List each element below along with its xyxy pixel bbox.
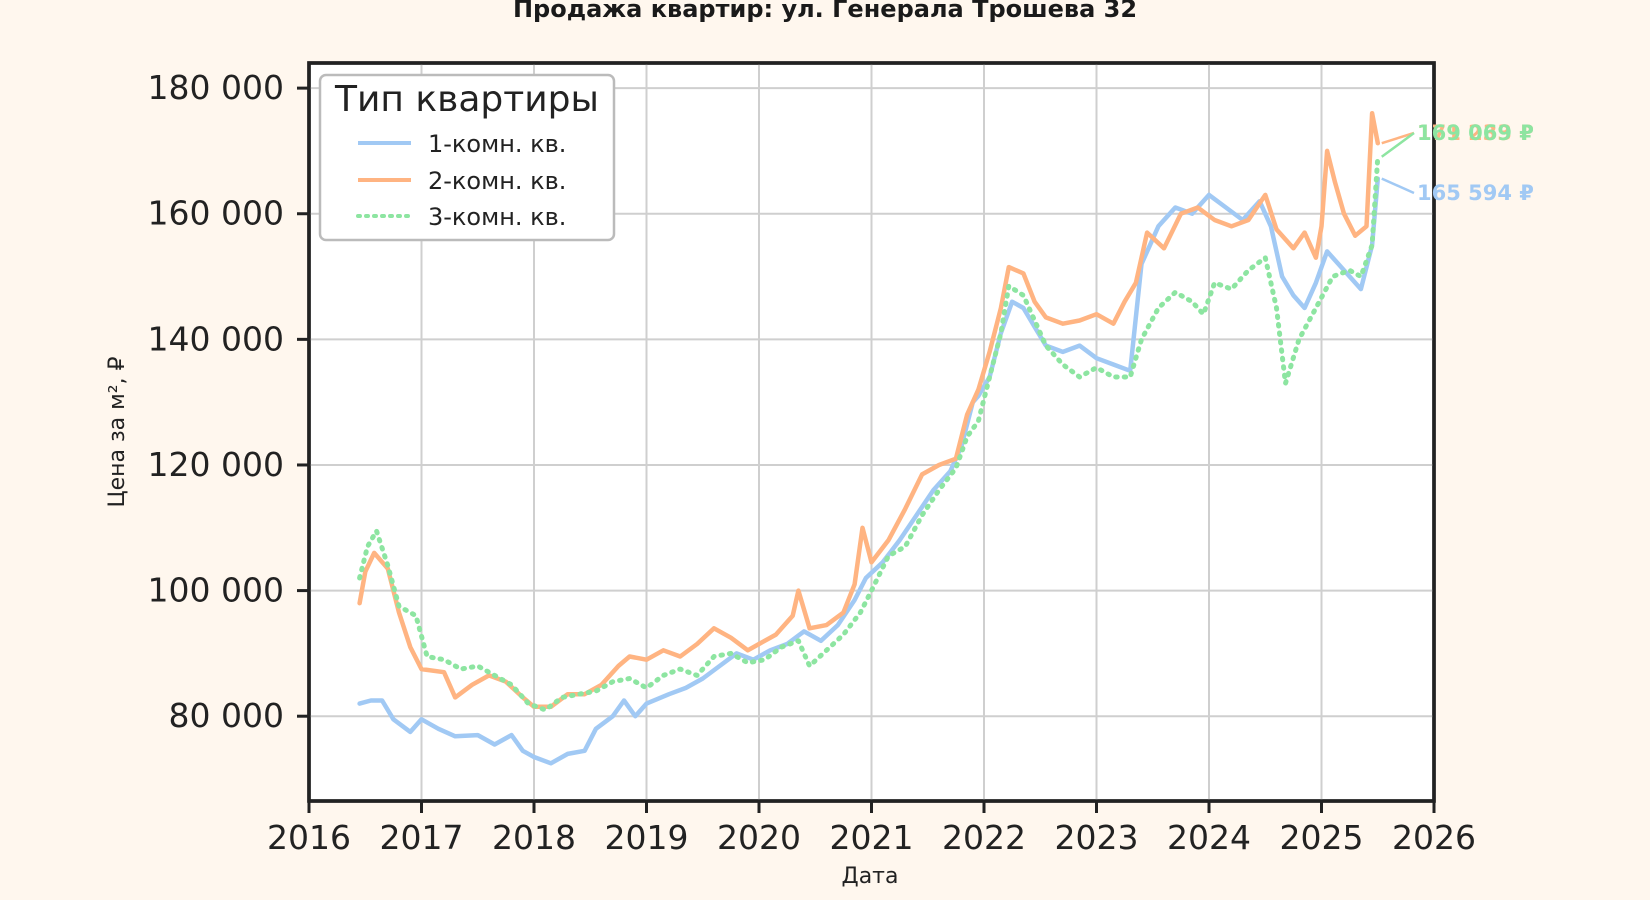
legend-entry-2: 2-комн. кв. <box>428 167 566 195</box>
end-value-label: 169 069 ₽ <box>1417 121 1534 145</box>
x-tick-label: 2019 <box>605 818 689 857</box>
x-tick-label: 2016 <box>267 818 351 857</box>
x-tick-label: 2023 <box>1055 818 1139 857</box>
x-tick-label: 2018 <box>492 818 576 857</box>
y-tick-label: 80 000 <box>169 696 284 735</box>
x-tick-label: 2017 <box>380 818 464 857</box>
end-label-arrow <box>1381 177 1415 195</box>
legend-entry-3: 3-комн. кв. <box>428 203 566 231</box>
y-tick-label: 180 000 <box>148 68 284 107</box>
y-tick-label: 120 000 <box>148 445 284 484</box>
x-tick-label: 2021 <box>830 818 914 857</box>
x-tick-label: 2024 <box>1167 818 1251 857</box>
y-axis-label: Цена за м², ₽ <box>105 356 130 507</box>
series-line-3 <box>357 154 1381 713</box>
legend: Тип квартиры 1-комн. кв. 2-комн. кв. 3-к… <box>318 73 616 242</box>
end-value-label: 165 594 ₽ <box>1417 181 1534 205</box>
y-tick-label: 100 000 <box>148 571 284 610</box>
x-tick-label: 2020 <box>717 818 801 857</box>
end-label-arrow <box>1381 131 1415 158</box>
legend-entry-1: 1-комн. кв. <box>428 130 566 158</box>
x-axis-label: Дата <box>842 864 899 889</box>
end-value-label: 171 233 ₽ <box>1417 121 1534 145</box>
end-labels: 165 594 ₽ 171 233 ₽169 069 ₽ <box>1381 121 1534 205</box>
end-label-arrow <box>1381 131 1415 145</box>
y-tick-label: 140 000 <box>148 319 284 358</box>
x-tick-label: 2025 <box>1280 818 1364 857</box>
x-tick-label: 2022 <box>942 818 1026 857</box>
legend-box <box>318 73 616 242</box>
axis-ticks: 2016 2017 2018 2019 2020 2021 2022 2023 2024 2025… <box>148 68 1476 857</box>
y-tick-label: 160 000 <box>148 194 284 233</box>
chart-title: Продажа квартир: ул. Генерала Трошева 32 <box>513 0 1137 23</box>
legend-title: Тип квартиры <box>334 79 599 120</box>
series-lines <box>357 110 1381 766</box>
x-tick-label: 2026 <box>1392 818 1476 857</box>
series-line-1 <box>357 176 1381 766</box>
